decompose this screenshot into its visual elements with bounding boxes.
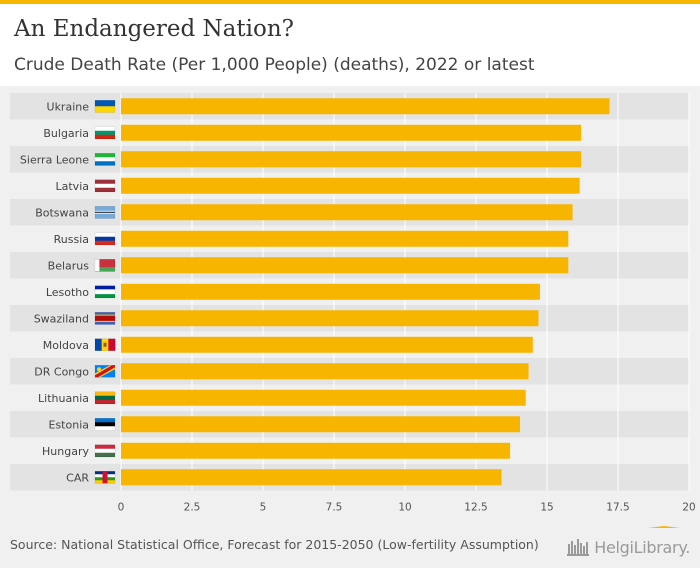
x-tick-label: 0 — [118, 502, 125, 514]
bar-bulgaria — [121, 124, 582, 141]
lithuania-flag-icon — [94, 391, 116, 405]
hungary-flag-icon — [94, 444, 116, 458]
category-label: Hungary — [42, 445, 89, 458]
bulgaria-flag-icon — [94, 126, 116, 140]
bar-latvia — [121, 177, 580, 194]
category-label: DR Congo — [34, 365, 89, 378]
category-label: Botswana — [35, 206, 89, 219]
bar-moldova — [121, 336, 533, 353]
x-tick-label: 20 — [682, 502, 695, 514]
category-label: Russia — [54, 233, 89, 246]
ukraine-flag-icon — [94, 100, 116, 113]
chart-footer: Source: National Statistical Office, For… — [0, 528, 700, 568]
map-russia-highlight — [648, 526, 680, 528]
chart-subtitle: Crude Death Rate (Per 1,000 People) (dea… — [14, 55, 535, 75]
category-label: Lesotho — [46, 286, 89, 299]
library-icon — [567, 539, 590, 556]
swaziland-flag-icon — [94, 312, 116, 325]
category-label: Swaziland — [34, 312, 89, 325]
x-tick-label: 15 — [540, 502, 553, 514]
bar-dr-congo — [121, 363, 529, 380]
flag-icons — [94, 100, 116, 484]
bar-belarus — [121, 257, 569, 274]
top-accent-bar — [0, 0, 700, 4]
chart-header: An Endangered Nation? Crude Death Rate (… — [0, 4, 700, 86]
bar-botswana — [121, 204, 573, 221]
sierra-leone-flag-icon — [94, 153, 116, 166]
moldova-flag-icon — [94, 338, 116, 351]
source-note: Source: National Statistical Office, For… — [10, 537, 539, 552]
x-tick-label: 17.5 — [606, 502, 629, 514]
world-map-icon — [648, 526, 680, 528]
russia-flag-icon — [94, 232, 116, 246]
bar-ukraine — [121, 98, 610, 115]
category-label: Moldova — [43, 339, 89, 352]
x-tick-label: 5 — [260, 502, 267, 514]
bar-lithuania — [121, 389, 526, 406]
category-label: Bulgaria — [43, 127, 89, 140]
category-label: Belarus — [48, 259, 90, 272]
bar-car — [121, 469, 502, 486]
logo-text: HelgiLibrary. — [594, 537, 690, 557]
dr-congo-flag-icon — [94, 365, 116, 378]
latvia-flag-icon — [94, 179, 116, 193]
category-label: Sierra Leone — [20, 153, 89, 166]
category-label: Latvia — [56, 180, 90, 193]
x-tick-label: 12.5 — [464, 502, 487, 514]
category-label: CAR — [66, 471, 89, 484]
chart-title: An Endangered Nation? — [14, 16, 294, 42]
helgi-library-logo[interactable]: HelgiLibrary. — [566, 532, 690, 562]
x-tick-label: 10 — [398, 502, 411, 514]
lesotho-flag-icon — [94, 285, 116, 299]
bar-chart: Ukraine Bulgaria Sierra Leone Latvia Botswan… — [10, 93, 696, 528]
x-axis-ticks: 0 2.5 5 7.5 10 12.5 15 17.5 20 — [118, 502, 696, 514]
bar-sierra-leone — [121, 151, 582, 168]
bar-russia — [121, 230, 569, 247]
car-flag-icon — [94, 471, 116, 484]
category-label: Lithuania — [38, 392, 89, 405]
category-label: Ukraine — [47, 100, 90, 113]
estonia-flag-icon — [94, 418, 116, 431]
botswana-flag-icon — [94, 206, 116, 219]
category-label: Estonia — [49, 418, 90, 431]
bar-swaziland — [121, 310, 539, 327]
bar-lesotho — [121, 283, 540, 300]
belarus-flag-icon — [94, 259, 116, 272]
x-tick-label: 7.5 — [326, 502, 343, 514]
bar-hungary — [121, 442, 511, 459]
bars — [121, 98, 610, 486]
category-labels: Ukraine Bulgaria Sierra Leone Latvia Botswan… — [20, 100, 90, 484]
bar-estonia — [121, 416, 521, 433]
x-tick-label: 2.5 — [184, 502, 201, 514]
